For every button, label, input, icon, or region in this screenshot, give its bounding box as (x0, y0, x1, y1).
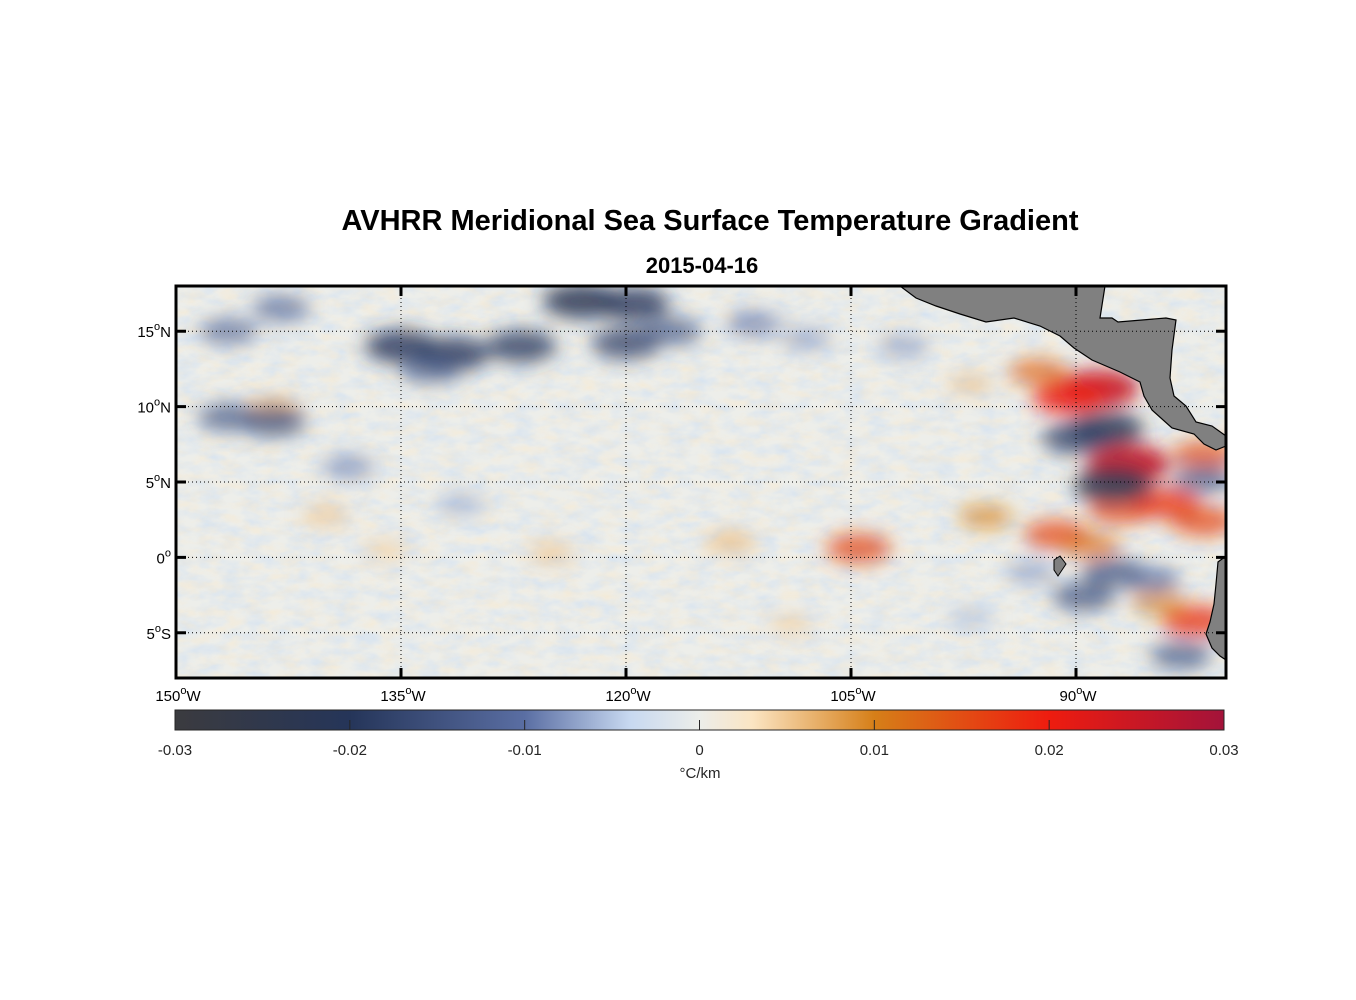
warm-gradient-patch (1171, 506, 1226, 536)
colorbar: -0.03 -0.02 -0.01 0 0.01 0.02 0.03 °C/km (158, 709, 1239, 782)
colorbar-tick-label: 0 (695, 742, 703, 759)
cool-gradient-patch (543, 286, 619, 319)
warm-gradient-patch (1131, 590, 1186, 615)
galapagos-island (1053, 555, 1067, 577)
graticule (176, 286, 1226, 678)
cool-gradient-patch (878, 334, 929, 358)
warm-gradient-patch (959, 504, 1013, 529)
cool-gradient-patch (597, 287, 670, 321)
longitude-labels: 150oW 135oW 120oW 105oW 90oW (155, 685, 1097, 705)
colorbar-tick-label: -0.01 (508, 742, 542, 759)
cool-gradient-patch (197, 403, 260, 432)
map-subtitle: 2015-04-16 (645, 253, 759, 278)
lon-tick-label: 135oW (380, 685, 426, 705)
map-title: AVHRR Meridional Sea Surface Temperature… (341, 205, 1079, 237)
lat-tick-label: 10oN (137, 397, 171, 417)
cool-gradient-patch (322, 455, 375, 479)
cool-gradient-patch (252, 295, 310, 322)
warm-gradient-patch (1008, 358, 1069, 386)
cool-gradient-patch (485, 330, 557, 363)
lon-tick-label: 105oW (830, 685, 876, 705)
lat-tick-label: 15oN (137, 321, 171, 341)
colorbar-ticks: -0.03 -0.02 -0.01 0 0.01 0.02 0.03 (158, 720, 1239, 759)
latitude-labels: 15oN 10oN 5oN 0o 5oS (137, 321, 171, 643)
cool-gradient-patch (780, 327, 832, 351)
colorbar-tick-label: 0.03 (1209, 742, 1238, 759)
cool-gradient-patch (1172, 465, 1226, 493)
central-america-land (899, 286, 1226, 451)
cool-gradient-patch (947, 607, 995, 629)
warm-gradient-patch (826, 533, 891, 564)
colorbar-tick-label: -0.03 (158, 742, 192, 759)
map-plot-area: 150oW 135oW 120oW 105oW 90oW 15oN 10oN 5oN 0o 5o… (137, 284, 1228, 705)
warm-gradient-patch (1032, 381, 1105, 414)
warm-gradient-patch (527, 542, 575, 564)
lon-tick-label: 150oW (155, 685, 201, 705)
lon-tick-label: 120oW (605, 685, 651, 705)
lat-tick-label: 5oN (146, 472, 171, 492)
cool-gradient-patch (1005, 561, 1057, 584)
cool-gradient-patch (400, 355, 462, 383)
warm-gradient-patch (1062, 532, 1120, 559)
lat-tick-label: 5oS (147, 623, 171, 643)
warm-gradient-patch (302, 504, 350, 526)
cool-gradient-patch (436, 493, 486, 516)
cool-gradient-patch (1150, 641, 1212, 670)
tick-marks (174, 286, 1226, 678)
warm-gradient-patch (706, 531, 756, 554)
colorbar-tick-label: -0.02 (333, 742, 367, 759)
warm-gradient-patch (363, 539, 409, 560)
cool-gradient-patch (640, 317, 702, 346)
cool-gradient-patch (1052, 582, 1115, 611)
cool-gradient-patch (726, 311, 781, 336)
colorbar-unit-label: °C/km (680, 765, 721, 782)
colorbar-tick-label: 0.02 (1035, 742, 1064, 759)
lat-tick-label: 0o (157, 547, 171, 567)
warm-gradient-patch (947, 373, 995, 395)
cool-gradient-patch (1073, 466, 1154, 504)
lon-tick-label: 90oW (1060, 685, 1098, 705)
gradient-anomaly-field (197, 286, 1226, 670)
colorbar-tick-label: 0.01 (860, 742, 889, 759)
cool-gradient-patch (1122, 566, 1180, 594)
warm-gradient-patch (768, 615, 814, 636)
